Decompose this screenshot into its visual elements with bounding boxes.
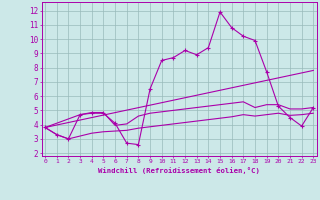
X-axis label: Windchill (Refroidissement éolien,°C): Windchill (Refroidissement éolien,°C) <box>98 167 260 174</box>
